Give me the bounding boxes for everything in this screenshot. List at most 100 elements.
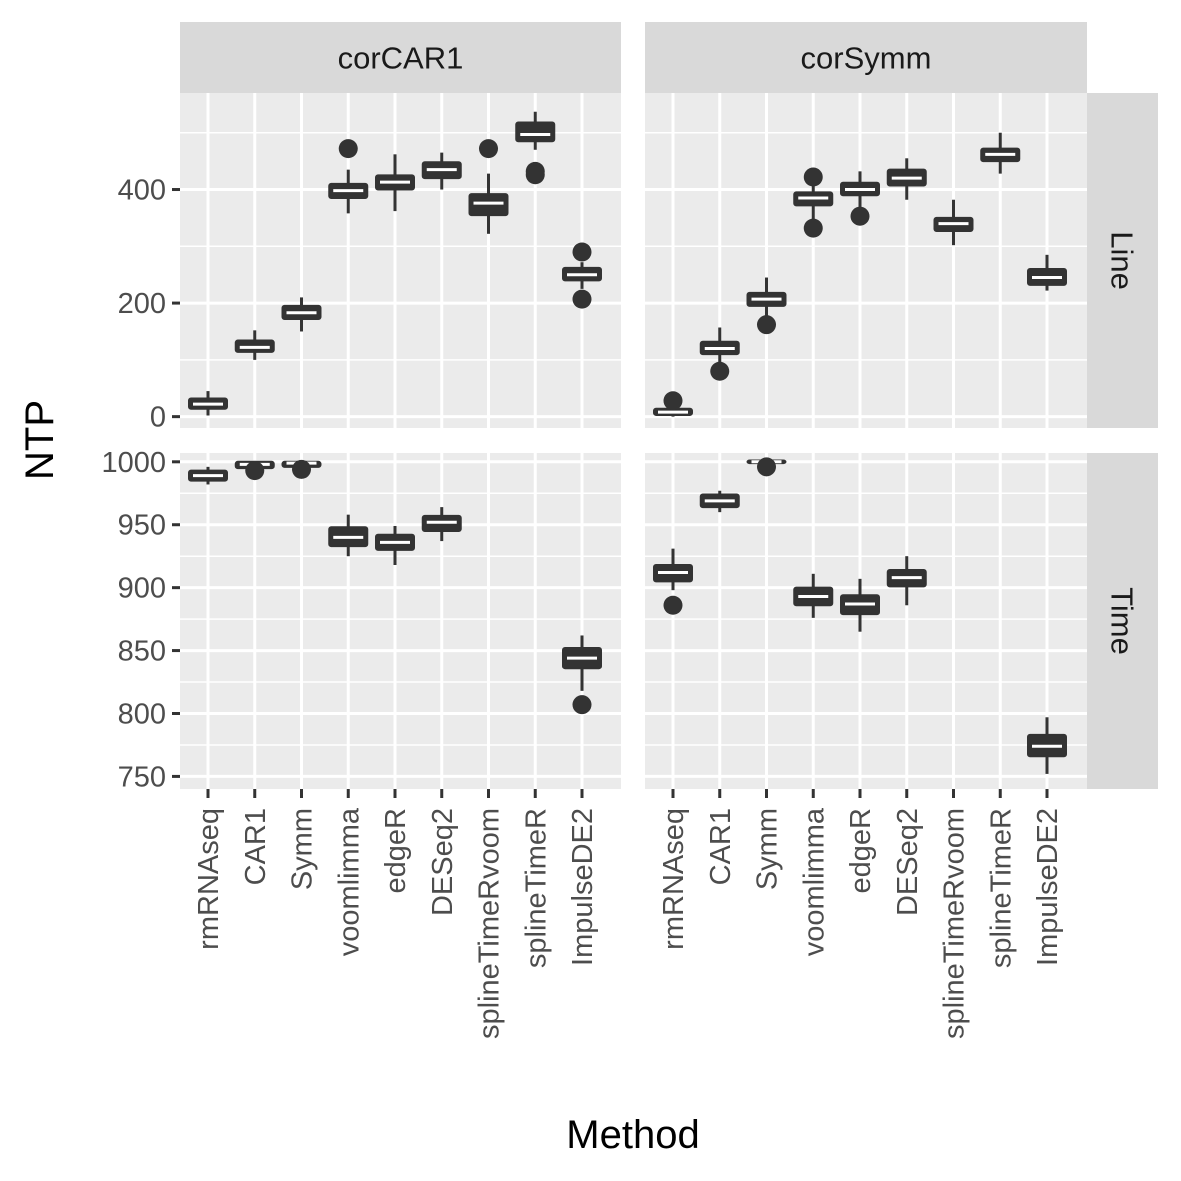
box-impulsede2 (1027, 254, 1067, 291)
strip-background (180, 22, 621, 93)
strip-column-corcar1: corCAR1 (180, 22, 621, 93)
x-tick-label: splineTimeRvoom (474, 808, 506, 1039)
panel-time-corcar1 (180, 453, 621, 789)
x-tick-label: DESeq2 (427, 808, 459, 916)
strip-label-corcar1: corCAR1 (338, 41, 464, 76)
box-car1 (699, 490, 740, 513)
outlier-point (803, 218, 823, 238)
outlier-point (572, 695, 592, 715)
y-tick-label: 850 (118, 636, 166, 668)
x-tick-label: ImpulseDE2 (1032, 808, 1064, 966)
y-tick-label: 400 (118, 175, 166, 207)
box-rmrnaseq (653, 391, 693, 417)
x-tick-label: voomlimma (798, 807, 830, 956)
box-symm (281, 459, 322, 479)
y-tick-label: 200 (118, 288, 166, 320)
box-voomlimma (328, 139, 369, 214)
outlier-point (572, 242, 592, 262)
strip-row-line: Line (1087, 93, 1158, 428)
x-tick-label: splineTimeR (985, 808, 1017, 968)
panel-time-corsymm (645, 453, 1087, 789)
y-tick-label: 800 (118, 698, 166, 730)
strip-column-corsymm: corSymm (645, 22, 1087, 93)
outlier-point (663, 595, 683, 615)
box-splinetimervoom (933, 199, 974, 246)
outlier-point (710, 361, 730, 381)
box-edger (375, 525, 415, 565)
box-car1 (234, 460, 275, 481)
outlier-point (803, 167, 823, 187)
box-deseq2 (886, 158, 927, 200)
y-tick-label: 900 (118, 573, 166, 605)
x-tick-label: CAR1 (705, 808, 737, 885)
x-tick-label: rmRNAseq (658, 808, 690, 950)
box-car1 (699, 327, 740, 381)
box-impulsede2 (562, 242, 602, 309)
x-axis-title: Method (566, 1113, 699, 1157)
x-tick-label: splineTimeR (520, 808, 552, 968)
box-voomlimma (793, 167, 834, 238)
x-tick-label: Symm (287, 808, 319, 890)
y-tick-label: 750 (118, 761, 166, 793)
strips-layer: Line Time corCAR1 corSymm (180, 22, 1158, 789)
x-tick-label: CAR1 (240, 808, 272, 885)
outlier-point (245, 461, 265, 481)
x-tick-label: DESeq2 (892, 808, 924, 916)
box-splinetimervoom (468, 139, 509, 234)
box-rmrnaseq (188, 391, 228, 416)
x-tick-label: ImpulseDE2 (567, 808, 599, 966)
x-tick-label: voomlimma (333, 807, 365, 956)
strip-label-line: Line (1105, 231, 1140, 290)
outlier-point (338, 139, 358, 159)
axes-layer: 0 200 400 750 800 850 900 950 1000 rmRNAseq CAR1 Sy… (101, 175, 1064, 1039)
panel-background (180, 93, 621, 428)
panel-background (645, 93, 1087, 428)
box-voomlimma (328, 514, 369, 557)
outlier-point (572, 289, 592, 309)
x-tick-label: splineTimeRvoom (939, 808, 971, 1039)
x-tick-label: Symm (752, 808, 784, 890)
y-tick-label: 950 (118, 510, 166, 542)
outlier-point (757, 457, 776, 477)
box-splinetimer (515, 111, 556, 185)
y-axis-title: NTP (18, 400, 62, 480)
outlier-point (663, 391, 683, 411)
panel-line-corsymm (645, 93, 1087, 428)
strip-background (1087, 453, 1158, 789)
box-deseq2 (421, 507, 462, 542)
panels-layer (180, 93, 1087, 789)
box-rmrnaseq (188, 466, 228, 485)
box-symm (746, 457, 787, 477)
y-tick-label: 0 (150, 402, 166, 434)
outlier-point (757, 315, 776, 335)
box-symm (746, 277, 787, 335)
box-edger (375, 154, 415, 212)
x-tick-label: edgeR (845, 808, 877, 893)
strip-label-time: Time (1105, 587, 1140, 655)
x-tick-label: rmRNAseq (193, 808, 225, 950)
box-splinetimer (980, 132, 1021, 174)
panel-background (180, 453, 621, 789)
y-tick-label: 1000 (101, 447, 166, 479)
x-tick-label: edgeR (380, 808, 412, 893)
strip-background (1087, 93, 1158, 428)
box-car1 (234, 330, 275, 360)
outlier-point (479, 139, 498, 159)
box-impulsede2 (1027, 717, 1067, 774)
outlier-point (850, 206, 870, 226)
panel-line-corcar1 (180, 93, 621, 428)
box-deseq2 (421, 152, 462, 190)
box-edger (840, 171, 880, 226)
box-symm (281, 297, 322, 332)
strip-row-time: Time (1087, 453, 1158, 789)
outlier-point (292, 459, 311, 479)
box-rmrnaseq (653, 548, 693, 615)
box-edger (840, 578, 880, 632)
strip-label-corsymm: corSymm (801, 41, 932, 76)
box-deseq2 (886, 556, 927, 606)
outlier-point (525, 165, 545, 185)
box-body (515, 121, 556, 143)
strip-background (645, 22, 1087, 93)
box-voomlimma (793, 573, 834, 618)
